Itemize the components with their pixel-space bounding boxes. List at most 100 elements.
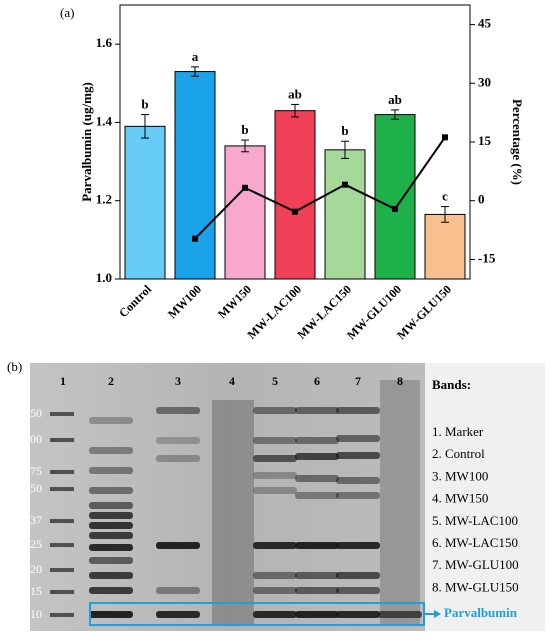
gel-band (336, 492, 380, 499)
lane-number: 7 (355, 374, 361, 388)
panel-label: (b) (7, 359, 22, 374)
gel-band (156, 437, 200, 444)
significance-letter: ab (288, 86, 302, 101)
x-tick-label: MW100 (165, 282, 204, 321)
gel-smear (380, 380, 420, 625)
gel-band (336, 452, 380, 459)
gel-band (50, 613, 74, 617)
band-item: 5. MW-LAC100 (432, 513, 518, 528)
y2-tick-label: 15 (478, 133, 492, 148)
lane-number: 8 (397, 374, 403, 388)
bar (324, 149, 366, 280)
gel-band (89, 572, 133, 579)
bar (374, 114, 416, 280)
gel-band (156, 407, 200, 414)
gel-band (253, 572, 297, 579)
significance-letter: a (192, 49, 199, 64)
lane-number: 3 (175, 374, 181, 388)
lane-number: 6 (314, 374, 320, 388)
arrow-head (434, 610, 441, 618)
target-label: Parvalbumin (444, 605, 518, 620)
y-axis-label: Parvalbumin (ug/mg) (79, 82, 94, 202)
band-item: 4. MW150 (432, 491, 488, 506)
gel-band (295, 542, 339, 549)
gel-band (89, 502, 133, 509)
legend-panel (425, 363, 545, 631)
gel-band (89, 417, 133, 424)
gel-band (336, 572, 380, 579)
percentage-point (242, 184, 248, 191)
band-item: 3. MW100 (432, 468, 488, 483)
bar (274, 110, 316, 280)
gel-band (89, 544, 133, 551)
gel-band (336, 477, 380, 484)
gel-band (295, 572, 339, 579)
y2-axis-label: Percentage (%) (510, 99, 525, 185)
bar (224, 145, 266, 280)
gel-band (295, 437, 339, 444)
gel-band (156, 611, 200, 618)
percentage-point (192, 235, 198, 242)
x-tick-label: MW150 (215, 282, 254, 321)
gel-band (295, 587, 339, 594)
y2-tick-label: 30 (478, 74, 491, 89)
gel-band (253, 587, 297, 594)
gel-bands (50, 380, 422, 625)
gel-band (295, 475, 339, 482)
significance-letter: b (141, 97, 148, 112)
gel-band (253, 611, 297, 618)
gel-band (50, 487, 74, 491)
gel-band (253, 437, 297, 444)
gel-band (295, 453, 339, 460)
percentage-point (342, 181, 348, 188)
band-item: 7. MW-GLU100 (432, 557, 519, 572)
panel-label: (a) (60, 5, 74, 20)
marker-label: 100 (24, 432, 42, 446)
gel-band (89, 487, 133, 494)
gel-band (295, 407, 339, 414)
gel-band (50, 519, 74, 523)
gel-band (89, 532, 133, 539)
bar (174, 71, 216, 280)
gel-band (336, 407, 380, 414)
marker-label: 20 (30, 562, 42, 576)
band-item: 2. Control (432, 446, 485, 461)
gel-smear (212, 400, 254, 625)
gel-band (253, 487, 297, 494)
y-tick-label: 1.6 (96, 35, 113, 50)
significance-letter: b (241, 122, 248, 137)
gel-band (253, 407, 297, 414)
band-item: 1. Marker (432, 424, 484, 439)
gel-band (89, 557, 133, 564)
significance-letter: ab (388, 92, 402, 107)
gel-band (50, 568, 74, 572)
y-tick-label: 1.4 (96, 113, 113, 128)
gel-band (336, 435, 380, 442)
percentage-point (292, 208, 298, 215)
gel-band (89, 512, 133, 519)
bar (124, 125, 166, 280)
gel-band (89, 587, 133, 594)
gel-band (156, 542, 200, 549)
y2-tick-label: -15 (478, 250, 496, 265)
y-tick-label: 1.2 (96, 192, 112, 207)
lane-number: 4 (229, 374, 235, 388)
gel-band (50, 412, 74, 416)
band-item: 8. MW-GLU150 (432, 579, 519, 594)
gel-band (253, 455, 297, 462)
significance-letter: b (341, 123, 348, 138)
y-tick-label: 1.0 (96, 270, 112, 285)
marker-label: 25 (30, 537, 42, 551)
gel-band (89, 467, 133, 474)
gel-band (89, 522, 133, 529)
band-item: 6. MW-LAC150 (432, 535, 518, 550)
gel-band (378, 611, 422, 618)
lane-number: 1 (60, 374, 66, 388)
gel-band (336, 542, 380, 549)
gel-band (253, 542, 297, 549)
marker-label: 50 (30, 481, 42, 495)
gel-band (89, 447, 133, 454)
gel-band (50, 470, 74, 474)
percentage-line (194, 136, 446, 240)
